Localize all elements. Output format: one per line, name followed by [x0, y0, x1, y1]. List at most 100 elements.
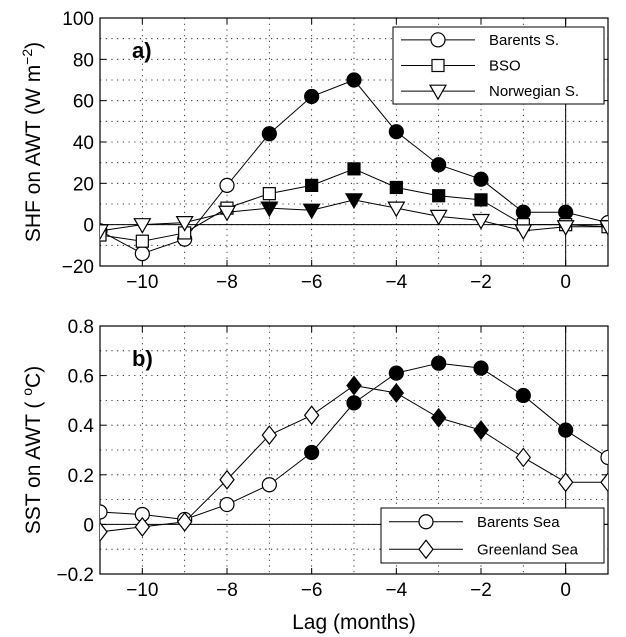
y-axis-label-end: C) [22, 366, 45, 388]
y-axis-label-text: SST on AWT ( [22, 396, 45, 535]
y-axis-label: SHF on AWT (W m−2) [19, 42, 45, 242]
data-point-barents-s [134, 246, 150, 262]
legend-marker-bso [431, 58, 445, 73]
x-tick-label: −6 [301, 272, 323, 293]
data-point-bso [100, 228, 107, 242]
data-point-greenland-sea [219, 469, 235, 490]
data-point-greenland-sea [303, 405, 320, 426]
legend-label-norwegian-s: Norwegian S. [489, 83, 579, 100]
y-tick-label: 0.8 [68, 317, 94, 338]
data-point-barents-s [304, 88, 320, 105]
x-tick-label: −8 [216, 580, 238, 601]
legend-label-bso: BSO [489, 58, 521, 75]
legend-box [380, 507, 605, 564]
data-point-barents-sea [304, 444, 320, 461]
y-tick-label: 0.2 [68, 466, 94, 487]
x-tick-label: −10 [126, 580, 158, 601]
data-point-greenland-sea [134, 516, 151, 537]
data-point-norwegian-s [429, 209, 448, 226]
legend-marker-barents-s [430, 32, 446, 48]
legend-marker-norwegian-s [428, 84, 448, 101]
panel-label: a) [132, 38, 152, 63]
data-point-norwegian-s [387, 201, 406, 218]
data-point-norwegian-s [556, 220, 575, 236]
data-point-greenland-sea [261, 425, 278, 446]
legend-marker-greenland-sea [418, 539, 434, 560]
x-axis-label: Lag (months) [292, 611, 416, 634]
y-tick-label: 0.4 [68, 416, 95, 437]
data-point-barents-sea [346, 395, 362, 411]
data-point-bso [305, 178, 319, 192]
y-tick-label: 0.6 [68, 367, 94, 388]
y-tick-label: 0 [83, 515, 94, 536]
data-point-greenland-sea [515, 447, 532, 468]
x-tick-label: −4 [385, 272, 407, 293]
x-tick-label: 0 [560, 580, 571, 601]
data-point-norwegian-s [175, 216, 194, 232]
y-axis-label: SST on AWT ( oC) [19, 366, 45, 534]
data-point-barents-s [473, 171, 489, 187]
data-point-barents-s [346, 72, 362, 88]
y-tick-label: 100 [62, 9, 94, 30]
legend: Barents S. BSO Norwegian S. [392, 26, 605, 105]
data-point-barents-sea [100, 504, 108, 520]
data-point-barents-sea [261, 477, 277, 493]
legend-label-barents-s: Barents S. [489, 32, 559, 49]
x-tick-label: −2 [470, 580, 492, 601]
y-tick-label: 80 [73, 50, 94, 71]
data-point-norwegian-s [598, 220, 608, 236]
data-point-barents-s [558, 204, 574, 220]
y-axis-label-text: SHF on AWT (W m [22, 65, 45, 242]
series-group [100, 72, 608, 262]
legend-label-greenland-sea: Greenland Sea [477, 541, 579, 558]
data-point-greenland-sea [600, 472, 608, 493]
data-point-barents-sea [558, 422, 574, 438]
data-point-bso [432, 189, 446, 203]
y-tick-label: 40 [73, 133, 94, 154]
data-point-norwegian-s [302, 203, 321, 220]
data-point-norwegian-s [344, 193, 364, 210]
data-point-bso [347, 162, 361, 176]
data-point-greenland-sea [100, 521, 108, 542]
y-tick-label: 20 [73, 174, 94, 195]
data-point-barents-s [388, 124, 404, 140]
x-tick-label: −4 [385, 580, 407, 601]
data-point-barents-s [515, 204, 531, 220]
data-point-greenland-sea [388, 382, 405, 403]
data-point-bso [389, 180, 403, 195]
y-axis-label-superscript: o [19, 388, 35, 396]
y-axis-label-end: ) [22, 42, 45, 49]
y-tick-label: −20 [62, 257, 94, 278]
data-point-barents-sea [431, 355, 447, 371]
data-point-norwegian-s [514, 224, 533, 241]
x-tick-label: −10 [126, 272, 158, 293]
data-point-barents-s [431, 157, 447, 173]
data-point-barents-sea [515, 387, 531, 404]
y-tick-label: 0 [83, 216, 94, 237]
y-tick-label: −0.2 [56, 565, 94, 586]
data-point-norwegian-s [260, 201, 279, 218]
x-tick-label: −8 [216, 272, 238, 293]
y-axis-label-superscript: −2 [19, 49, 35, 65]
data-point-barents-sea [388, 365, 404, 381]
data-point-greenland-sea [430, 407, 447, 428]
x-tick-label: 0 [560, 272, 571, 293]
data-point-greenland-sea [557, 472, 574, 493]
data-point-barents-sea [219, 496, 235, 513]
data-point-bso [135, 234, 149, 248]
data-point-greenland-sea [176, 511, 193, 532]
data-point-norwegian-s [133, 218, 152, 234]
data-point-bso [474, 193, 488, 207]
panel-b: −10 −8 −6 −4 −2 0 −0.2 0 0.2 0.4 0.6 0.8 SST on AWT … [19, 317, 609, 634]
legend-marker-barents-sea [418, 514, 434, 530]
data-point-barents-sea [600, 449, 608, 466]
data-point-norwegian-s [471, 213, 491, 230]
legend-label-barents-sea: Barents Sea [477, 514, 560, 531]
data-point-greenland-sea [473, 420, 489, 441]
panel-label: b) [132, 346, 153, 371]
data-point-greenland-sea [346, 375, 362, 396]
data-point-norwegian-s [100, 224, 110, 241]
series-group [100, 355, 608, 542]
